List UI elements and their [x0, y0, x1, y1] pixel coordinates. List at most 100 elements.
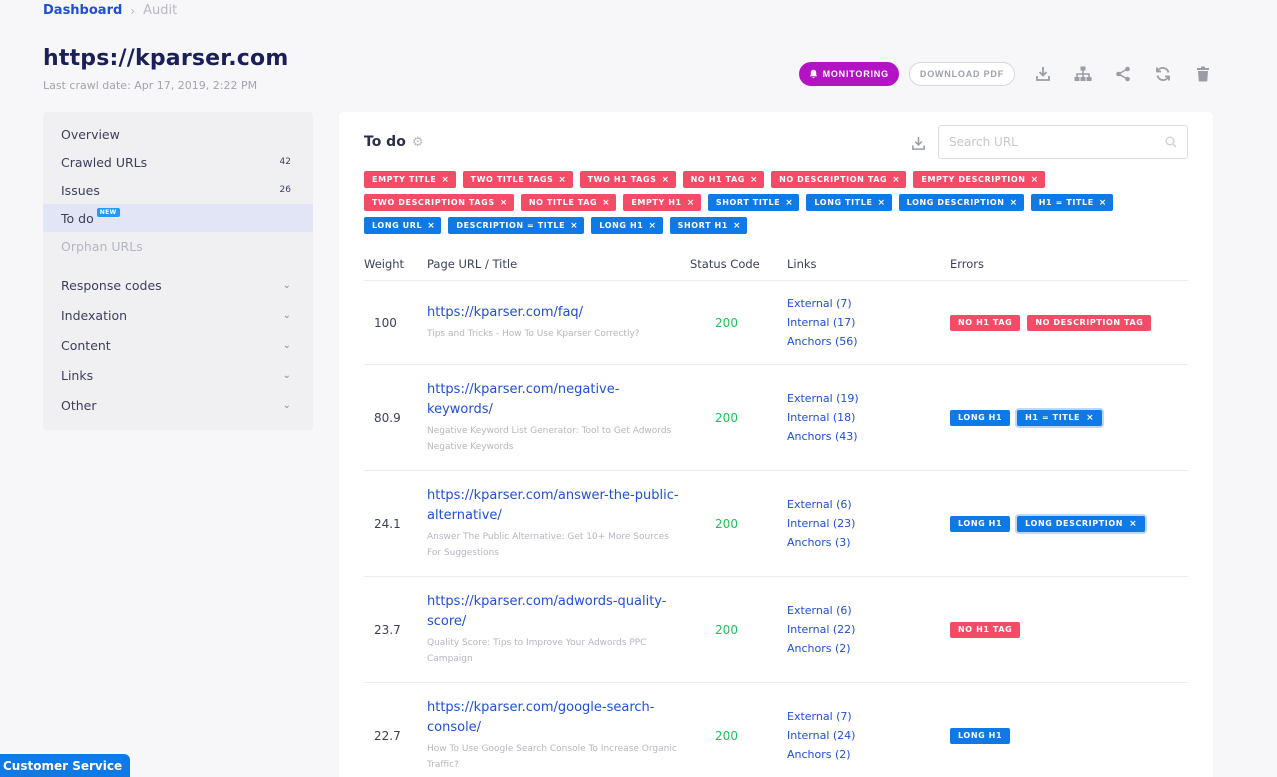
- chevron-down-icon: ⌄: [282, 309, 291, 321]
- external-links-link[interactable]: External (19): [787, 392, 859, 405]
- sidebar-item-label: Crawled URLs: [61, 154, 148, 170]
- error-tag-label: LONG H1: [958, 413, 1003, 422]
- sidebar-group-label: Links: [61, 367, 94, 383]
- external-links-link[interactable]: External (6): [787, 604, 852, 617]
- anchors-link[interactable]: Anchors (2): [787, 642, 851, 655]
- monitoring-button[interactable]: MONITORING: [798, 62, 899, 86]
- page-url-link[interactable]: https://kparser.com/answer-the-public-al…: [427, 488, 679, 523]
- anchors-link[interactable]: Anchors (56): [787, 335, 858, 348]
- close-icon[interactable]: ×: [602, 197, 611, 208]
- error-tag-long-h1[interactable]: LONG H1: [950, 515, 1011, 532]
- error-tag-no-description-tag[interactable]: NO DESCRIPTION TAG: [1027, 314, 1152, 331]
- filter-tag-empty-title[interactable]: EMPTY TITLE ×: [364, 171, 456, 188]
- close-icon[interactable]: ×: [1098, 197, 1107, 208]
- internal-links-link[interactable]: Internal (24): [787, 729, 856, 742]
- close-icon[interactable]: ×: [785, 197, 794, 208]
- download-icon[interactable]: [1031, 62, 1055, 86]
- external-links-link[interactable]: External (6): [787, 498, 852, 511]
- internal-links-link[interactable]: Internal (23): [787, 517, 856, 530]
- page-url-link[interactable]: https://kparser.com/faq/: [427, 305, 584, 320]
- close-icon[interactable]: ×: [648, 220, 657, 231]
- filter-tag-long-h1[interactable]: LONG H1 ×: [591, 217, 663, 234]
- sidebar-group-other[interactable]: Other ⌄: [43, 390, 313, 420]
- error-tag-long-h1[interactable]: LONG H1: [950, 409, 1011, 426]
- sitemap-icon[interactable]: [1071, 62, 1095, 86]
- filter-tag-two-title-tags[interactable]: TWO TITLE TAGS ×: [462, 171, 573, 188]
- filter-tag-two-h1-tags[interactable]: TWO H1 TAGS ×: [579, 171, 676, 188]
- filter-tag-long-url[interactable]: LONG URL ×: [364, 217, 442, 234]
- sidebar-item-orphan-urls[interactable]: Orphan URLs: [43, 232, 313, 260]
- close-icon[interactable]: ×: [1129, 518, 1138, 529]
- sidebar-group-links[interactable]: Links ⌄: [43, 360, 313, 390]
- error-tag-no-h1-tag[interactable]: NO H1 TAG: [950, 314, 1021, 331]
- close-icon[interactable]: ×: [427, 220, 436, 231]
- close-icon[interactable]: ×: [558, 174, 567, 185]
- filter-tag-no-title-tag[interactable]: NO TITLE TAG ×: [520, 194, 617, 211]
- close-icon[interactable]: ×: [1009, 197, 1018, 208]
- filter-tag-no-description-tag[interactable]: NO DESCRIPTION TAG ×: [771, 171, 907, 188]
- filter-tag-description-title[interactable]: DESCRIPTION = TITLE ×: [448, 217, 585, 234]
- search-input[interactable]: [949, 135, 1165, 149]
- share-icon[interactable]: [1111, 62, 1135, 86]
- sidebar-item-crawled-urls[interactable]: Crawled URLs 42: [43, 148, 313, 176]
- gear-icon[interactable]: ⚙: [411, 134, 424, 150]
- sidebar-group-response-codes[interactable]: Response codes ⌄: [43, 270, 313, 300]
- close-icon[interactable]: ×: [1086, 412, 1095, 423]
- filter-tag-two-description-tags[interactable]: TWO DESCRIPTION TAGS ×: [364, 194, 514, 211]
- internal-links-link[interactable]: Internal (17): [787, 316, 856, 329]
- page-url-link[interactable]: https://kparser.com/negative-keywords/: [427, 382, 620, 417]
- close-icon[interactable]: ×: [1030, 174, 1039, 185]
- breadcrumb-dashboard-link[interactable]: Dashboard: [43, 3, 123, 18]
- refresh-icon[interactable]: [1151, 62, 1175, 86]
- close-icon[interactable]: ×: [441, 174, 450, 185]
- close-icon[interactable]: ×: [732, 220, 742, 231]
- anchors-link[interactable]: Anchors (43): [787, 430, 858, 443]
- trash-icon[interactable]: [1191, 62, 1215, 86]
- filter-tag-empty-h1[interactable]: EMPTY H1 ×: [623, 194, 701, 211]
- filter-tag-short-h1[interactable]: SHORT H1 ×: [669, 217, 748, 234]
- close-icon[interactable]: ×: [892, 174, 901, 185]
- error-tag-long-description[interactable]: LONG DESCRIPTION ×: [1017, 515, 1146, 532]
- customer-service-button[interactable]: Customer Service: [0, 754, 130, 777]
- error-tag-no-h1-tag[interactable]: NO H1 TAG: [950, 621, 1021, 638]
- sidebar-group-indexation[interactable]: Indexation ⌄: [43, 300, 313, 330]
- anchors-link[interactable]: Anchors (2): [787, 748, 851, 761]
- sidebar-item-issues[interactable]: Issues 26: [43, 176, 313, 204]
- errors-cell: LONG H1 H1 = TITLE ×: [950, 409, 1188, 426]
- anchors-link[interactable]: Anchors (3): [787, 536, 851, 549]
- external-links-link[interactable]: External (7): [787, 710, 852, 723]
- header-weight[interactable]: Weight: [364, 257, 405, 271]
- close-icon[interactable]: ×: [499, 197, 508, 208]
- page-url-link[interactable]: https://kparser.com/google-search-consol…: [427, 700, 655, 735]
- sidebar-item-to-do[interactable]: To do NEW: [43, 204, 313, 232]
- download-icon[interactable]: [907, 132, 929, 154]
- search-icon[interactable]: [1165, 133, 1177, 152]
- close-icon[interactable]: ×: [661, 174, 670, 185]
- filter-tag-empty-description[interactable]: EMPTY DESCRIPTION ×: [913, 171, 1045, 188]
- status-code: 200: [715, 315, 738, 330]
- page-url-link[interactable]: https://kparser.com/adwords-quality-scor…: [427, 594, 667, 629]
- sidebar-item-overview[interactable]: Overview: [43, 120, 313, 148]
- panel-title-text: To do: [364, 134, 406, 150]
- filter-tag-label: NO DESCRIPTION TAG: [779, 175, 888, 184]
- close-icon[interactable]: ×: [570, 220, 579, 231]
- internal-links-link[interactable]: Internal (18): [787, 411, 856, 424]
- filter-tag-short-title[interactable]: SHORT TITLE ×: [707, 194, 800, 211]
- error-tag-label: LONG H1: [958, 519, 1003, 528]
- sidebar-group-label: Indexation: [61, 307, 128, 323]
- crawl-date: Last crawl date: Apr 17, 2019, 2:22 PM: [43, 79, 258, 92]
- external-links-link[interactable]: External (7): [787, 297, 852, 310]
- error-tag-label: NO H1 TAG: [958, 625, 1013, 634]
- filter-tag-long-title[interactable]: LONG TITLE ×: [806, 194, 892, 211]
- error-tag-long-h1[interactable]: LONG H1: [950, 727, 1011, 744]
- filter-tag-h1-title[interactable]: H1 = TITLE ×: [1030, 194, 1113, 211]
- filter-tag-long-description[interactable]: LONG DESCRIPTION ×: [898, 194, 1024, 211]
- download-pdf-button[interactable]: DOWNLOAD PDF: [908, 62, 1015, 86]
- close-icon[interactable]: ×: [686, 197, 695, 208]
- sidebar-group-content[interactable]: Content ⌄: [43, 330, 313, 360]
- error-tag-h1-title[interactable]: H1 = TITLE ×: [1017, 409, 1103, 426]
- internal-links-link[interactable]: Internal (22): [787, 623, 856, 636]
- close-icon[interactable]: ×: [877, 197, 886, 208]
- close-icon[interactable]: ×: [749, 174, 759, 185]
- filter-tag-no-h1-tag[interactable]: NO H1 TAG ×: [682, 171, 765, 188]
